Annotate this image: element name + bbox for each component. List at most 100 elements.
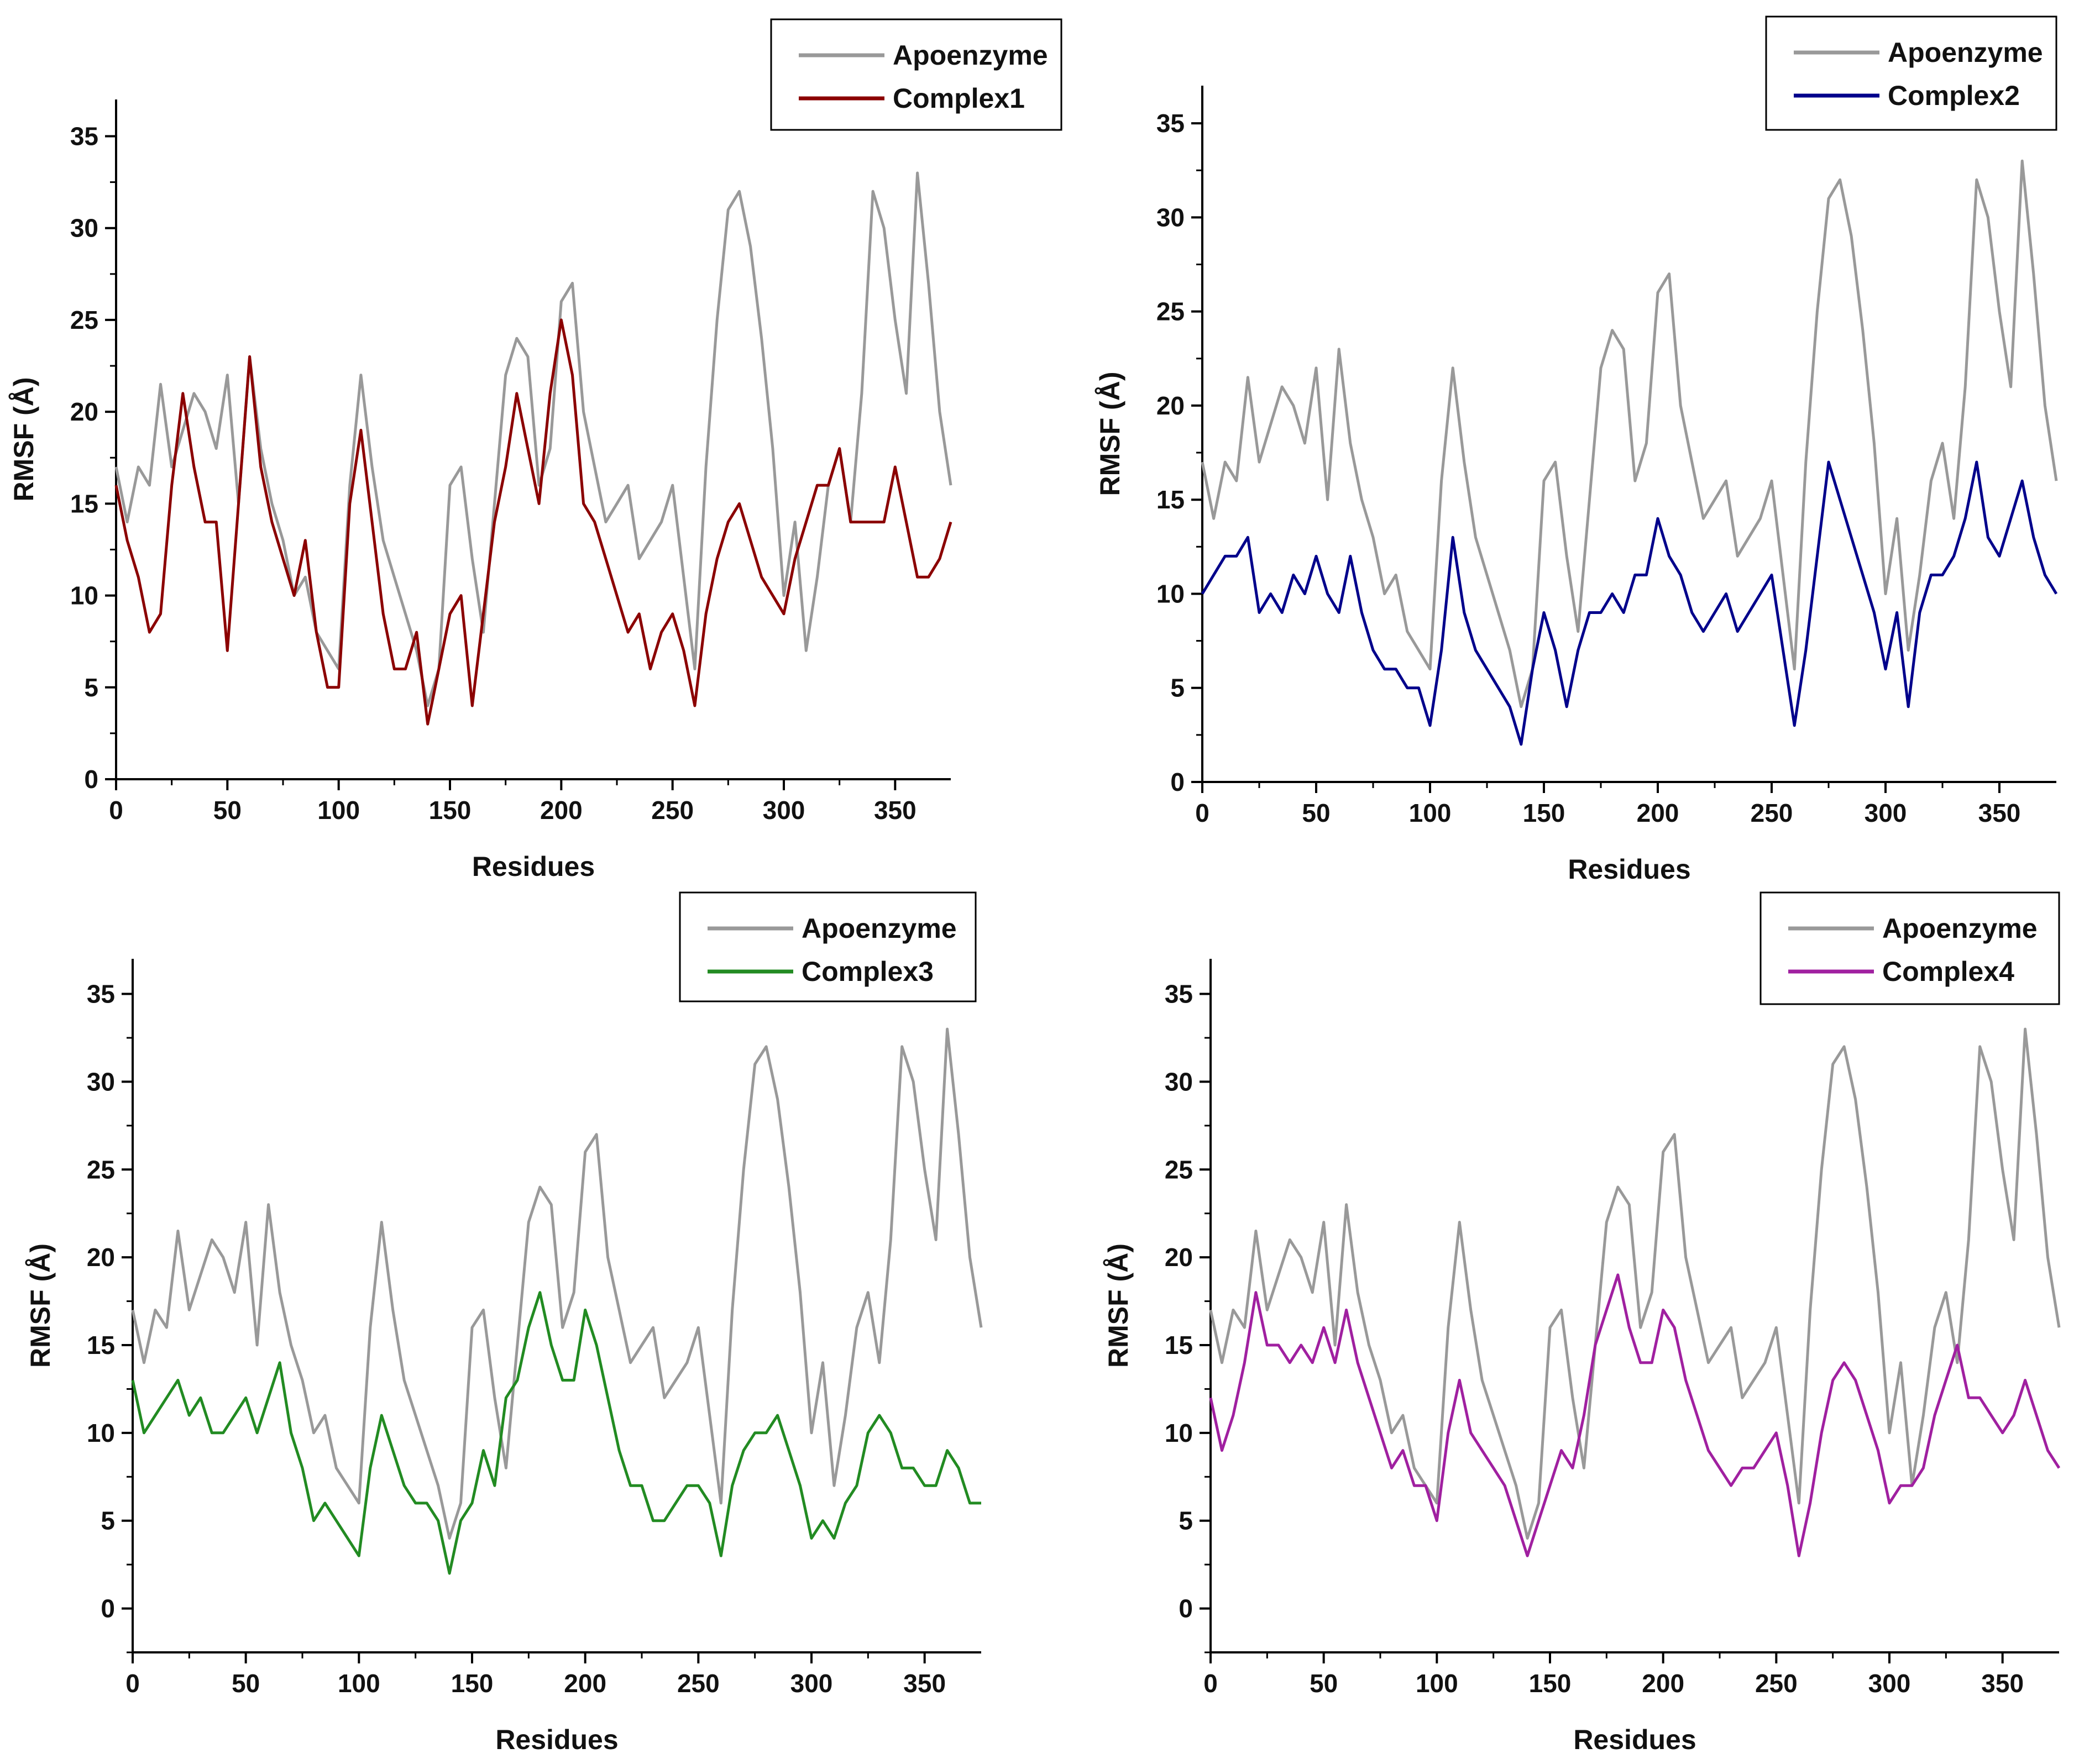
y-axis-title: RMSF (Å)	[1103, 1243, 1134, 1368]
y-tick-label: 0	[1170, 768, 1185, 796]
series-line-apoenzyme	[1201, 159, 2058, 708]
legend: Apoenzyme Complex3	[679, 891, 977, 1002]
x-axis-title: Residues	[472, 851, 595, 882]
chart-panel-top-left: 0 50 100 150 200 250 300 350 0 5 10 15 20 25 30 35 Resid…	[8, 18, 1062, 882]
x-tick-label: 50	[213, 796, 242, 825]
y-tick-label: 15	[87, 1331, 115, 1359]
x-tick-label: 100	[1409, 799, 1452, 827]
y-tick-label: 25	[1156, 297, 1185, 326]
legend-label-apoenzyme: Apoenzyme	[1888, 37, 2043, 68]
y-tick-label: 10	[70, 581, 98, 610]
y-axis-title: RMSF (Å)	[1095, 372, 1125, 496]
y-tick-label: 0	[101, 1594, 115, 1623]
x-tick-label: 50	[1310, 1669, 1338, 1698]
legend-label-complex2: Complex2	[1888, 80, 2020, 111]
x-axis-title: Residues	[1568, 854, 1690, 885]
y-tick-label: 0	[1179, 1594, 1193, 1623]
legend-box	[1765, 15, 2057, 131]
y-tick-label: 5	[1179, 1506, 1193, 1535]
y-tick-label: 35	[70, 122, 98, 150]
x-tick-label: 200	[1637, 799, 1679, 827]
x-tick-label: 150	[1523, 799, 1565, 827]
x-tick-label: 150	[429, 796, 472, 825]
y-tick-label: 0	[84, 765, 98, 794]
x-tick-label: 100	[317, 796, 360, 825]
legend: Apoenzyme Complex2	[1765, 15, 2057, 131]
series-line-complex3	[131, 1291, 981, 1575]
x-tick-label: 300	[1868, 1669, 1911, 1698]
legend: Apoenzyme Complex1	[770, 18, 1062, 131]
y-tick-label: 5	[1170, 674, 1185, 702]
y-tick-label: 20	[70, 397, 98, 426]
y-tick-label: 20	[87, 1243, 115, 1272]
x-tick-label: 50	[1302, 799, 1330, 827]
x-tick-label: 350	[1978, 799, 2021, 827]
x-tick-label: 350	[1981, 1669, 2024, 1698]
x-tick-label: 300	[790, 1669, 833, 1698]
y-tick-label: 30	[1165, 1067, 1193, 1096]
chart-panel-top-right: 0 50 100 150 200 250 300 350 0 5 10 15 20 25 30 35 Resid…	[1095, 15, 2058, 885]
x-tick-label: 100	[1416, 1669, 1458, 1698]
x-axis-title: Residues	[495, 1724, 618, 1755]
x-tick-label: 0	[1203, 1669, 1218, 1698]
y-tick-label: 15	[1156, 485, 1185, 514]
x-tick-label: 250	[677, 1669, 720, 1698]
legend: Apoenzyme Complex4	[1759, 891, 2060, 1005]
chart-panel-bottom-left: 0 50 100 150 200 250 300 350 0 5 10 15 20 25 30 35 Resid…	[25, 891, 983, 1755]
legend-label-apoenzyme: Apoenzyme	[802, 913, 957, 944]
x-tick-label: 150	[1529, 1669, 1572, 1698]
y-tick-label: 25	[1165, 1155, 1193, 1184]
y-tick-label: 5	[84, 673, 98, 702]
legend-label-apoenzyme: Apoenzyme	[893, 40, 1048, 71]
x-tick-label: 350	[903, 1669, 946, 1698]
x-tick-label: 0	[125, 1669, 140, 1698]
x-tick-label: 0	[109, 796, 123, 825]
x-tick-label: 150	[451, 1669, 494, 1698]
y-tick-label: 35	[87, 980, 115, 1009]
y-tick-label: 15	[70, 489, 98, 518]
legend-label-apoenzyme: Apoenzyme	[1882, 913, 2038, 944]
x-tick-label: 200	[1642, 1669, 1684, 1698]
x-tick-label: 100	[338, 1669, 380, 1698]
legend-label-complex1: Complex1	[893, 83, 1025, 114]
y-tick-label: 25	[87, 1155, 115, 1184]
series-line-complex2	[1201, 460, 2058, 746]
x-tick-label: 350	[874, 796, 917, 825]
series-line-apoenzyme	[131, 1027, 983, 1540]
x-tick-label: 250	[1755, 1669, 1798, 1698]
x-tick-label: 250	[651, 796, 694, 825]
x-tick-label: 300	[1865, 799, 1907, 827]
y-tick-label: 30	[1156, 203, 1185, 232]
x-tick-label: 0	[1195, 799, 1209, 827]
x-axis-title: Residues	[1573, 1724, 1696, 1755]
legend-box	[1759, 891, 2060, 1005]
chart-panel-bottom-right: 0 50 100 150 200 250 300 350 0 5 10 15 20 25 30 35 Resid…	[1103, 891, 2061, 1755]
y-tick-label: 30	[87, 1067, 115, 1096]
y-tick-label: 10	[1165, 1419, 1193, 1447]
y-tick-label: 25	[70, 306, 98, 334]
x-tick-label: 250	[1751, 799, 1793, 827]
y-tick-label: 5	[101, 1506, 115, 1535]
series-line-apoenzyme	[114, 171, 952, 707]
x-tick-label: 300	[763, 796, 805, 825]
y-tick-label: 30	[70, 214, 98, 243]
x-tick-label: 200	[564, 1669, 606, 1698]
y-axis-title: RMSF (Å)	[8, 377, 39, 502]
legend-label-complex3: Complex3	[802, 956, 934, 987]
x-tick-label: 50	[232, 1669, 260, 1698]
y-tick-label: 35	[1165, 980, 1193, 1009]
y-axis-title: RMSF (Å)	[25, 1243, 56, 1368]
series-line-complex4	[1209, 1273, 2061, 1557]
y-tick-label: 10	[87, 1419, 115, 1447]
y-tick-label: 20	[1156, 391, 1185, 420]
y-tick-label: 10	[1156, 579, 1185, 608]
y-tick-label: 15	[1165, 1331, 1193, 1359]
series-line-complex1	[114, 318, 952, 726]
y-tick-label: 20	[1165, 1243, 1193, 1272]
legend-box	[770, 18, 1062, 131]
legend-box	[679, 891, 977, 1002]
x-tick-label: 200	[540, 796, 583, 825]
legend-label-complex4: Complex4	[1882, 956, 2014, 987]
y-tick-label: 35	[1156, 109, 1185, 138]
